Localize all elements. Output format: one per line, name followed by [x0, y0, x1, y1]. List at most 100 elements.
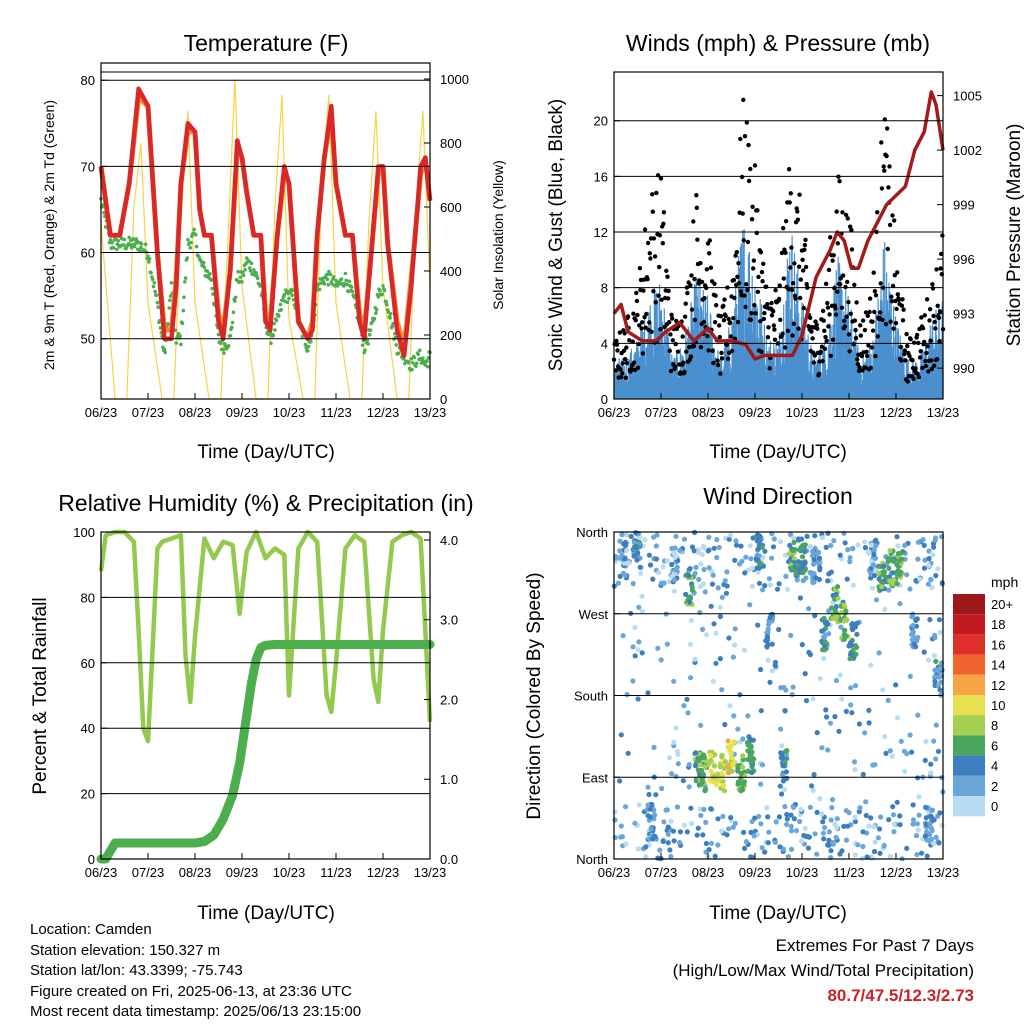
gust-point — [687, 345, 692, 350]
dewpoint-point — [194, 244, 199, 249]
dewpoint-point — [155, 300, 160, 305]
direction-point — [699, 551, 705, 558]
direction-point — [832, 608, 838, 614]
temperature-2m-line — [98, 86, 433, 359]
direction-point — [740, 753, 746, 759]
gust-point — [620, 361, 625, 366]
temperature-ylabel-right: Solar Insolation (Yellow) — [490, 160, 506, 310]
gust-point — [634, 298, 640, 304]
direction-point — [927, 617, 933, 623]
plot-frame — [100, 62, 431, 400]
direction-point — [870, 762, 876, 768]
gust-point — [781, 226, 786, 231]
dewpoint-point — [189, 240, 193, 245]
direction-point — [643, 854, 649, 860]
gust-point — [890, 213, 895, 218]
gust-point — [717, 334, 722, 340]
dewpoint-point — [183, 280, 187, 284]
direction-point — [785, 854, 792, 860]
gust-point — [922, 313, 927, 318]
direction-point — [880, 687, 886, 693]
gust-point — [932, 319, 937, 325]
direction-point — [812, 533, 818, 539]
direction-point — [930, 552, 936, 558]
direction-point — [718, 828, 725, 834]
direction-point — [886, 565, 892, 572]
direction-point — [673, 773, 679, 780]
direction-point — [922, 557, 928, 563]
y-tick-label: 60 — [81, 246, 95, 261]
direction-point — [922, 757, 928, 764]
gust-point — [830, 337, 836, 342]
gust-point — [803, 264, 809, 270]
temperature-panel: Temperature (F) Time (Day/UTC) 2m & 9m T… — [41, 30, 506, 463]
y2-tick-label: 1002 — [953, 143, 982, 158]
direction-point — [723, 590, 730, 596]
direction-point — [783, 687, 789, 693]
direction-point — [791, 816, 798, 822]
direction-point — [700, 626, 706, 633]
gust-point — [651, 289, 656, 294]
gust-point — [670, 316, 675, 321]
gust-point — [917, 355, 923, 360]
gust-point — [849, 227, 854, 233]
direction-point — [847, 656, 853, 662]
extremes-values: 80.7/47.5/12.3/2.73 — [827, 986, 974, 1005]
dewpoint-point — [149, 270, 153, 275]
x-tick-label: 12/23 — [880, 405, 913, 420]
direction-point — [814, 851, 820, 857]
gust-point — [872, 289, 878, 294]
direction-point — [926, 562, 932, 569]
dewpoint-point — [241, 270, 245, 275]
direction-point — [802, 542, 808, 548]
direction-point — [718, 775, 724, 781]
gust-point — [842, 324, 848, 329]
direction-point — [762, 583, 768, 589]
direction-point — [630, 644, 636, 650]
direction-point — [920, 537, 926, 543]
direction-point — [714, 537, 720, 543]
gust-point — [788, 265, 793, 270]
direction-point — [917, 576, 923, 582]
direction-point — [686, 762, 692, 768]
direction-point — [835, 584, 841, 590]
direction-point — [834, 825, 840, 831]
direction-point — [769, 555, 775, 561]
gust-point — [854, 300, 859, 305]
x-tick-label: 11/23 — [833, 405, 865, 420]
dewpoint-point — [378, 288, 382, 293]
direction-point — [722, 722, 728, 728]
direction-point — [737, 692, 743, 698]
gust-point — [798, 277, 803, 282]
gust-point — [929, 366, 934, 372]
gust-point — [673, 341, 678, 347]
dewpoint-point — [152, 281, 157, 285]
gust-point — [657, 233, 662, 238]
gust-point — [916, 375, 922, 380]
y2-tick-label: 1005 — [953, 89, 982, 104]
gust-point — [844, 314, 849, 319]
direction-point — [639, 650, 645, 656]
gust-point — [689, 273, 694, 278]
direction-point — [926, 548, 932, 554]
direction-point — [686, 573, 692, 579]
gust-point — [796, 264, 802, 269]
direction-point — [843, 708, 849, 715]
direction-point — [802, 671, 808, 677]
direction-point — [871, 824, 877, 830]
direction-point — [719, 752, 725, 759]
gust-point — [680, 334, 685, 339]
direction-point — [799, 838, 805, 844]
gust-point — [839, 305, 845, 310]
dewpoint-point — [385, 302, 389, 307]
direction-point — [730, 654, 737, 660]
dewpoint-point — [201, 260, 206, 265]
x-tick-label: 06/23 — [85, 405, 118, 420]
gust-point — [667, 320, 672, 325]
direction-point — [932, 537, 938, 543]
gust-point — [699, 279, 705, 285]
direction-point — [633, 530, 639, 536]
direction-point — [693, 750, 699, 756]
gust-point — [640, 351, 645, 356]
gust-point — [790, 333, 795, 338]
